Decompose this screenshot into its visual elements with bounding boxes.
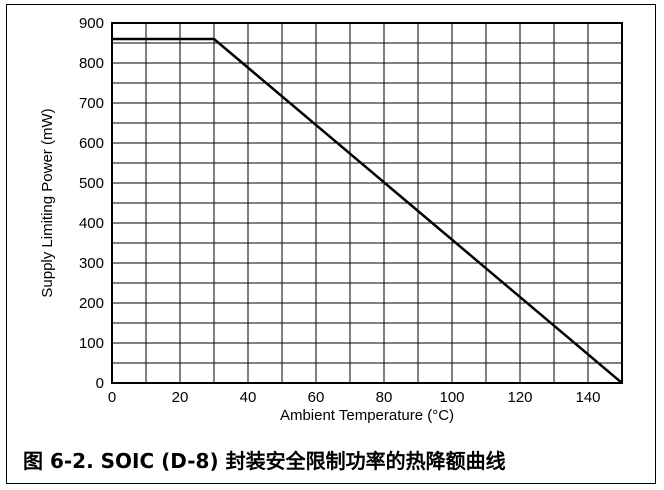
- y-tick-label: 400: [79, 215, 104, 232]
- x-tick-label: 60: [308, 389, 325, 406]
- y-tick-label: 900: [79, 15, 104, 32]
- y-tick-label: 100: [79, 335, 104, 352]
- x-tick-label: 0: [108, 389, 116, 406]
- x-tick-label: 40: [240, 389, 257, 406]
- y-tick-label: 0: [96, 375, 104, 392]
- x-tick-label: 100: [439, 389, 464, 406]
- y-tick-label: 200: [79, 295, 104, 312]
- y-tick-label: 800: [79, 55, 104, 72]
- x-axis-title: Ambient Temperature (°C): [280, 407, 454, 424]
- y-tick-label: 300: [79, 255, 104, 272]
- y-tick-label: 700: [79, 95, 104, 112]
- x-tick-label: 120: [507, 389, 532, 406]
- tick-labels: 0 20 40 60 80 100 120 140 0 100 200 300 400 500 600 700…: [79, 15, 601, 406]
- plot-border: [111, 22, 623, 384]
- y-tick-label: 500: [79, 175, 104, 192]
- y-tick-label: 600: [79, 135, 104, 152]
- figure-frame: 0 20 40 60 80 100 120 140 0 100 200 300 400 500 600 700…: [6, 4, 656, 484]
- figure-caption: 图 6-2. SOIC (D-8) 封装安全限制功率的热降额曲线: [23, 449, 506, 473]
- series-line: [112, 37, 623, 384]
- x-tick-label: 20: [172, 389, 189, 406]
- y-axis-title: Supply Limiting Power (mW): [39, 108, 56, 297]
- derating-chart: 0 20 40 60 80 100 120 140 0 100 200 300 400 500 600 700…: [39, 15, 623, 424]
- x-tick-label: 140: [575, 389, 600, 406]
- grid: [112, 23, 622, 383]
- x-tick-label: 80: [376, 389, 393, 406]
- series: [112, 37, 623, 384]
